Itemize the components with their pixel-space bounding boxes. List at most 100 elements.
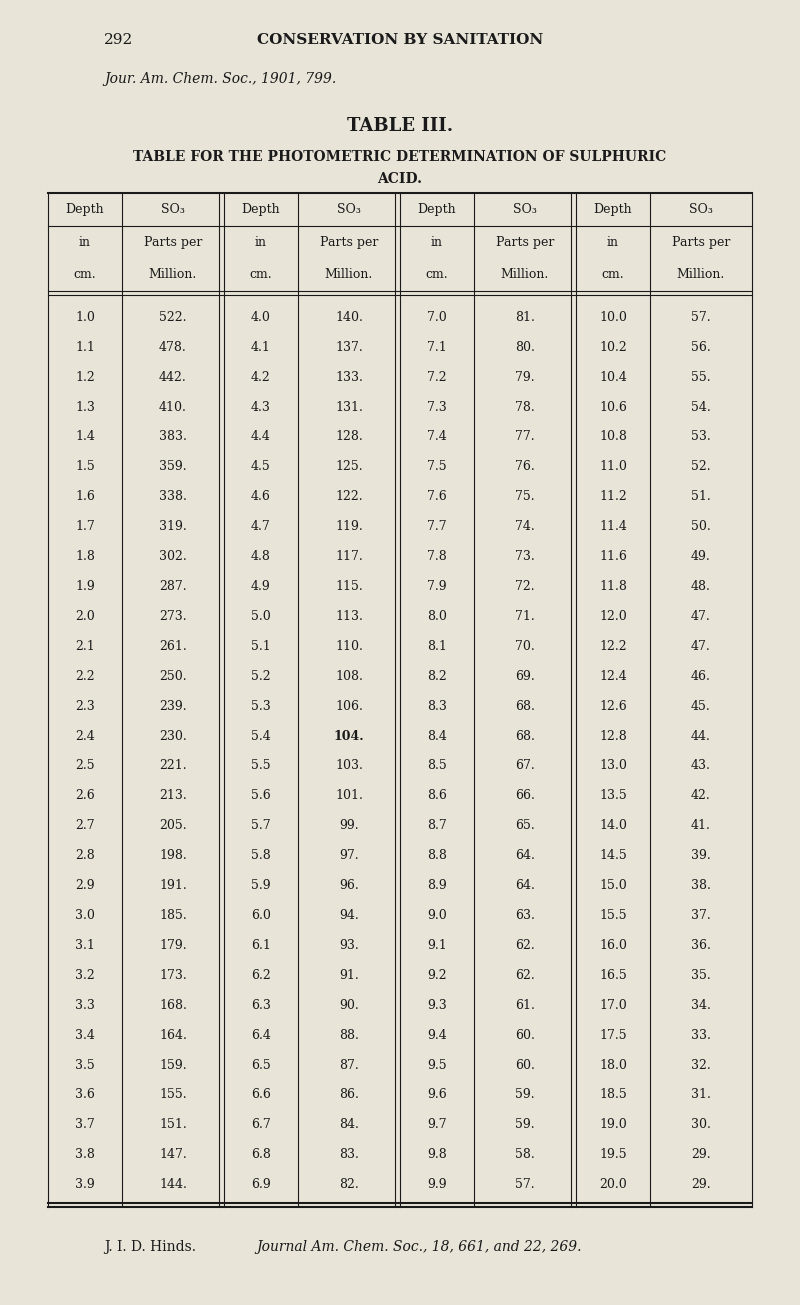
Text: 2.4: 2.4 (75, 729, 95, 743)
Text: 522.: 522. (159, 311, 186, 324)
Text: Journal Am. Chem. Soc., 18, 661, and 22, 269.: Journal Am. Chem. Soc., 18, 661, and 22,… (256, 1240, 582, 1254)
Text: 93.: 93. (339, 938, 359, 951)
Text: Million.: Million. (149, 269, 197, 281)
Text: 81.: 81. (515, 311, 535, 324)
Text: 86.: 86. (339, 1088, 359, 1101)
Text: 15.0: 15.0 (599, 880, 627, 893)
Text: 31.: 31. (691, 1088, 711, 1101)
Text: 73.: 73. (515, 551, 535, 564)
Text: 90.: 90. (339, 998, 359, 1011)
Text: 117.: 117. (335, 551, 363, 564)
Text: 5.7: 5.7 (251, 820, 270, 833)
Text: 35.: 35. (691, 968, 711, 981)
Text: in: in (255, 236, 267, 248)
Text: 30.: 30. (691, 1118, 711, 1131)
Text: 359.: 359. (159, 461, 186, 474)
Text: 6.3: 6.3 (251, 998, 271, 1011)
Text: in: in (431, 236, 443, 248)
Text: 88.: 88. (339, 1028, 359, 1041)
Text: 10.4: 10.4 (599, 371, 627, 384)
Text: Million.: Million. (501, 269, 549, 281)
Text: 7.3: 7.3 (427, 401, 447, 414)
Text: 47.: 47. (691, 639, 711, 652)
Text: 3.1: 3.1 (75, 938, 95, 951)
Text: 5.6: 5.6 (251, 790, 271, 803)
Text: 43.: 43. (691, 760, 711, 773)
Text: 9.3: 9.3 (427, 998, 447, 1011)
Text: 44.: 44. (691, 729, 711, 743)
Text: 57.: 57. (515, 1178, 534, 1191)
Text: 5.0: 5.0 (251, 609, 271, 622)
Text: 2.6: 2.6 (75, 790, 95, 803)
Text: 478.: 478. (159, 341, 187, 354)
Text: 29.: 29. (691, 1178, 710, 1191)
Text: 68.: 68. (515, 699, 535, 713)
Text: Depth: Depth (418, 204, 456, 215)
Text: 168.: 168. (159, 998, 187, 1011)
Text: 83.: 83. (339, 1148, 359, 1161)
Text: 2.8: 2.8 (75, 850, 95, 863)
Text: 17.0: 17.0 (599, 998, 627, 1011)
Text: 8.4: 8.4 (427, 729, 447, 743)
Text: 4.2: 4.2 (251, 371, 271, 384)
Text: 2.3: 2.3 (75, 699, 95, 713)
Text: 11.0: 11.0 (599, 461, 627, 474)
Text: 1.2: 1.2 (75, 371, 95, 384)
Text: 3.7: 3.7 (75, 1118, 95, 1131)
Text: 7.5: 7.5 (427, 461, 446, 474)
Text: 47.: 47. (691, 609, 711, 622)
Text: 52.: 52. (691, 461, 710, 474)
Text: 103.: 103. (335, 760, 363, 773)
Text: 91.: 91. (339, 968, 359, 981)
Text: 18.5: 18.5 (599, 1088, 627, 1101)
Text: 128.: 128. (335, 431, 363, 444)
Text: 2.2: 2.2 (75, 669, 94, 683)
Text: 60.: 60. (515, 1058, 535, 1071)
Text: 4.6: 4.6 (251, 491, 271, 504)
Text: 119.: 119. (335, 521, 363, 534)
Text: 48.: 48. (691, 579, 711, 592)
Text: 9.1: 9.1 (427, 938, 447, 951)
Text: 155.: 155. (159, 1088, 186, 1101)
Text: 6.5: 6.5 (251, 1058, 271, 1071)
Text: 110.: 110. (335, 639, 363, 652)
Text: 2.7: 2.7 (75, 820, 94, 833)
Text: 14.5: 14.5 (599, 850, 627, 863)
Text: 164.: 164. (159, 1028, 187, 1041)
Text: 70.: 70. (515, 639, 535, 652)
Text: cm.: cm. (602, 269, 624, 281)
Text: 133.: 133. (335, 371, 363, 384)
Text: 62.: 62. (515, 938, 535, 951)
Text: 5.5: 5.5 (251, 760, 270, 773)
Text: 34.: 34. (691, 998, 711, 1011)
Text: 338.: 338. (159, 491, 187, 504)
Text: 63.: 63. (515, 910, 535, 923)
Text: 5.1: 5.1 (251, 639, 271, 652)
Text: 19.0: 19.0 (599, 1118, 627, 1131)
Text: 12.2: 12.2 (599, 639, 626, 652)
Text: 68.: 68. (515, 729, 535, 743)
Text: 66.: 66. (515, 790, 535, 803)
Text: 8.0: 8.0 (427, 609, 447, 622)
Text: Depth: Depth (66, 204, 104, 215)
Text: 250.: 250. (159, 669, 186, 683)
Text: 9.8: 9.8 (427, 1148, 447, 1161)
Text: 9.9: 9.9 (427, 1178, 446, 1191)
Text: 6.7: 6.7 (251, 1118, 271, 1131)
Text: 10.6: 10.6 (599, 401, 627, 414)
Text: 131.: 131. (335, 401, 363, 414)
Text: 8.6: 8.6 (427, 790, 447, 803)
Text: 6.6: 6.6 (251, 1088, 271, 1101)
Text: 7.2: 7.2 (427, 371, 446, 384)
Text: Parts per: Parts per (496, 236, 554, 248)
Text: 8.9: 8.9 (427, 880, 447, 893)
Text: 41.: 41. (691, 820, 711, 833)
Text: SO₃: SO₃ (689, 204, 713, 215)
Text: 1.0: 1.0 (75, 311, 95, 324)
Text: 54.: 54. (691, 401, 711, 414)
Text: 6.1: 6.1 (251, 938, 271, 951)
Text: 10.8: 10.8 (599, 431, 627, 444)
Text: Million.: Million. (677, 269, 725, 281)
Text: 56.: 56. (691, 341, 711, 354)
Text: 292: 292 (104, 33, 134, 47)
